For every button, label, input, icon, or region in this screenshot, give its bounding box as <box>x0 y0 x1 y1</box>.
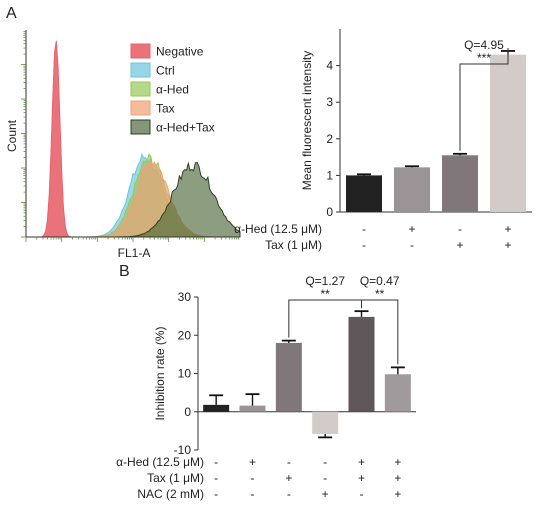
inhibition-bracket-2 <box>361 299 399 365</box>
inhibition-condition-label-2: Tax (1 μM) <box>147 471 204 485</box>
mfi-bar-3 <box>442 155 478 212</box>
mfi-y-tick-label: 2 <box>326 132 333 146</box>
inhibition-q-value-1: Q=1.27 <box>305 274 345 288</box>
legend-swatch-3 <box>130 81 151 97</box>
inhibition-condition-label-3: NAC (2 mM) <box>137 487 204 501</box>
inhibition-condition-mark: - <box>214 471 218 485</box>
mfi-condition-mark: + <box>504 238 511 252</box>
mfi-y-tick-label: 4 <box>326 59 333 73</box>
inhibition-condition-mark: - <box>360 487 364 501</box>
inhibition-condition-mark: - <box>251 487 255 501</box>
mfi-y-tick-label: 3 <box>326 95 333 109</box>
panel-a-label: A <box>6 5 17 22</box>
mfi-condition-mark: + <box>408 222 415 236</box>
mfi-condition-mark: + <box>456 238 463 252</box>
mfi-bracket-1 <box>459 47 509 151</box>
legend-label-4: Tax <box>156 102 175 116</box>
inhibition-significance-2: ** <box>375 287 385 301</box>
legend-label-2: Ctrl <box>156 64 175 78</box>
mfi-y-tick-label: 0 <box>326 205 333 219</box>
inhibition-bar-1 <box>203 404 230 412</box>
inhibition-bar-2 <box>239 405 266 412</box>
mfi-significance-1: *** <box>477 51 491 65</box>
inhibition-condition-label-1: α-Hed (12.5 μM) <box>116 455 204 469</box>
inhibition-condition-mark: + <box>249 455 256 469</box>
inhibition-bar-6 <box>384 374 411 412</box>
inhibition-y-tick-label: -10 <box>174 443 192 457</box>
inhibition-condition-mark: - <box>287 487 291 501</box>
mfi-y-label: Mean fluorescent intensity <box>300 51 314 190</box>
mfi-q-value-1: Q=4.95 <box>464 38 504 52</box>
mfi-bar-chart: 0 1 2 3 4 Mean fluorescent intensity α-Hed (12… <box>234 29 532 252</box>
inhibition-condition-mark: - <box>214 455 218 469</box>
inhibition-condition-mark: - <box>214 487 218 501</box>
legend-swatch-1 <box>130 43 151 59</box>
inhibition-significance-1: ** <box>320 287 330 301</box>
inhibition-bar-3 <box>275 342 302 412</box>
mfi-condition-label-2: Tax (1 μM) <box>265 238 322 252</box>
inhibition-condition-mark: + <box>285 471 292 485</box>
inhibition-condition-mark: + <box>358 455 365 469</box>
inhibition-condition-mark: + <box>358 471 365 485</box>
mfi-condition-label-1: α-Hed (12.5 μM) <box>234 222 322 236</box>
mfi-condition-mark: - <box>458 222 462 236</box>
legend-label-3: α-Hed <box>156 83 189 97</box>
inhibition-condition-mark: - <box>287 455 291 469</box>
legend-swatch-4 <box>130 100 151 116</box>
histogram-y-label: Count <box>5 119 19 152</box>
mfi-bar-1 <box>346 175 382 212</box>
inhibition-q-value-2: Q=0.47 <box>360 274 400 288</box>
mfi-y-tick-label: 1 <box>326 168 333 182</box>
mfi-condition-mark: + <box>504 222 511 236</box>
inhibition-condition-mark: - <box>323 471 327 485</box>
inhibition-condition-mark: - <box>323 455 327 469</box>
inhibition-condition-mark: + <box>394 487 401 501</box>
histogram-x-label: FL1-A <box>118 246 151 260</box>
inhibition-bar-chart: -10 0 10 20 30 Inhibition rate (%) α-Hed (12.5… <box>116 274 416 501</box>
inhibition-y-label: Inhibition rate (%) <box>153 326 167 420</box>
legend-label-5: α-Hed+Tax <box>156 121 215 135</box>
mfi-condition-mark: - <box>410 238 414 252</box>
inhibition-condition-mark: + <box>394 471 401 485</box>
histogram-ticks <box>21 31 239 242</box>
inhibition-y-tick-label: 0 <box>184 405 191 419</box>
inhibition-condition-mark: + <box>322 487 329 501</box>
mfi-bar-2 <box>394 167 430 212</box>
inhibition-y-tick-label: 10 <box>178 367 192 381</box>
mfi-bar-4 <box>490 54 526 213</box>
inhibition-y-tick-label: 20 <box>178 328 192 342</box>
mfi-condition-mark: - <box>362 238 366 252</box>
inhibition-bar-4 <box>312 411 339 434</box>
legend-label-1: Negative <box>156 45 204 59</box>
inhibition-condition-mark: - <box>251 471 255 485</box>
panel-b-label: B <box>119 263 130 280</box>
inhibition-condition-mark: + <box>394 455 401 469</box>
histogram-legend: Negative Ctrl α-Hed Tax α-Hed+Tax <box>130 43 215 135</box>
inhibition-bar-5 <box>348 316 375 412</box>
legend-swatch-2 <box>130 62 151 78</box>
inhibition-y-tick-label: 30 <box>178 290 192 304</box>
mfi-condition-mark: - <box>362 222 366 236</box>
legend-swatch-5 <box>130 119 151 135</box>
